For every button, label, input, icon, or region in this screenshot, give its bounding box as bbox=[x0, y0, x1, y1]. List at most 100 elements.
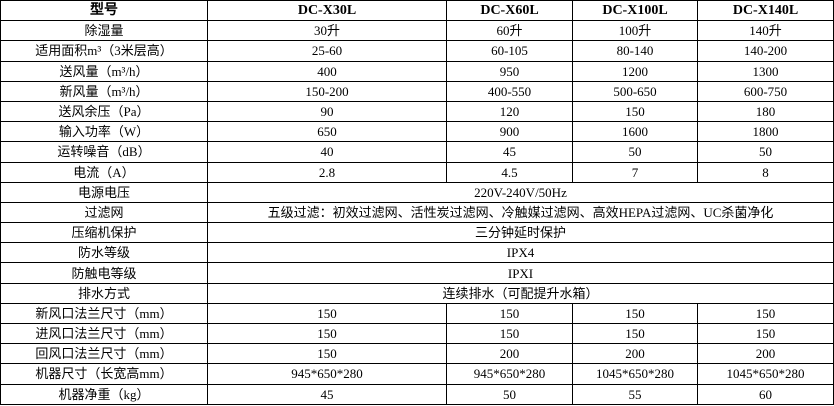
table-row: 排水方式 连续排水（可配提升水箱） bbox=[0, 282, 834, 304]
row-label: 防水等级 bbox=[0, 242, 208, 264]
cell: 50 bbox=[572, 141, 698, 163]
cell: 200 bbox=[446, 343, 573, 365]
cell: 150 bbox=[572, 322, 698, 345]
cell: 连续排水（可配提升水箱） bbox=[207, 282, 834, 304]
row-label: 电流（A） bbox=[0, 161, 208, 183]
table-row: 新风口法兰尺寸（mm） 150 150 150 150 bbox=[0, 302, 834, 325]
table-row: 防触电等级 IPXI bbox=[0, 262, 834, 284]
cell: 140-200 bbox=[697, 40, 834, 62]
cell: 150 bbox=[572, 302, 698, 325]
cell: 150 bbox=[207, 302, 447, 325]
cell: 8 bbox=[697, 161, 834, 183]
cell: DC-X100L bbox=[572, 0, 698, 22]
row-label: 输入功率（W） bbox=[0, 121, 208, 143]
cell: 400 bbox=[207, 60, 447, 82]
cell: DC-X30L bbox=[207, 0, 447, 22]
table-row: 过滤网 五级过滤：初效过滤网、活性炭过滤网、冷触媒过滤网、高效HEPA过滤网、UC… bbox=[0, 201, 834, 224]
row-label: 新风量（m³/h） bbox=[0, 80, 208, 102]
cell: IPX4 bbox=[207, 242, 834, 264]
table-row: 送风余压（Pa） 90 120 150 180 bbox=[0, 100, 834, 123]
row-label: 防触电等级 bbox=[0, 262, 208, 284]
cell: 400-550 bbox=[446, 80, 573, 102]
table-row: 运转噪音（dB） 40 45 50 50 bbox=[0, 141, 834, 163]
cell: 180 bbox=[697, 100, 834, 123]
table-row: 电流（A） 2.8 4.5 7 8 bbox=[0, 161, 834, 183]
cell: 1800 bbox=[697, 121, 834, 143]
table-row: 回风口法兰尺寸（mm） 150 200 200 200 bbox=[0, 343, 834, 365]
table-row: 新风量（m³/h） 150-200 400-550 500-650 600-750 bbox=[0, 80, 834, 102]
table-row: 除湿量 30升 60升 100升 140升 bbox=[0, 20, 834, 42]
cell: 150 bbox=[446, 302, 573, 325]
row-label: 电源电压 bbox=[0, 181, 208, 203]
cell: 900 bbox=[446, 121, 573, 143]
row-label: 回风口法兰尺寸（mm） bbox=[0, 343, 208, 365]
row-label: 排水方式 bbox=[0, 282, 208, 304]
table-row: 防水等级 IPX4 bbox=[0, 242, 834, 264]
cell: 2.8 bbox=[207, 161, 447, 183]
cell: 1300 bbox=[697, 60, 834, 82]
table-row: 机器净重（kg） 45 50 55 60 bbox=[0, 383, 834, 406]
cell: 945*650*280 bbox=[446, 363, 573, 385]
cell: 三分钟延时保护 bbox=[207, 222, 834, 244]
cell: 30升 bbox=[207, 20, 447, 42]
cell: 150 bbox=[572, 100, 698, 123]
cell: 500-650 bbox=[572, 80, 698, 102]
cell: 100升 bbox=[572, 20, 698, 42]
cell: 90 bbox=[207, 100, 447, 123]
cell: 45 bbox=[446, 141, 573, 163]
row-label: 压缩机保护 bbox=[0, 222, 208, 244]
cell: 150-200 bbox=[207, 80, 447, 102]
cell: 150 bbox=[207, 343, 447, 365]
cell: 60-105 bbox=[446, 40, 573, 62]
cell: 60 bbox=[697, 383, 834, 406]
cell: 五级过滤：初效过滤网、活性炭过滤网、冷触媒过滤网、高效HEPA过滤网、UC杀菌净… bbox=[207, 201, 834, 224]
cell: 150 bbox=[697, 302, 834, 325]
row-label: 进风口法兰尺寸（mm） bbox=[0, 322, 208, 345]
cell: 945*650*280 bbox=[207, 363, 447, 385]
cell: 650 bbox=[207, 121, 447, 143]
row-label: 机器净重（kg） bbox=[0, 383, 208, 406]
cell: 50 bbox=[697, 141, 834, 163]
row-label: 除湿量 bbox=[0, 20, 208, 42]
row-label: 机器尺寸（长宽高mm） bbox=[0, 363, 208, 385]
cell: 200 bbox=[572, 343, 698, 365]
cell: 40 bbox=[207, 141, 447, 163]
cell: 120 bbox=[446, 100, 573, 123]
cell: 55 bbox=[572, 383, 698, 406]
row-label: 送风余压（Pa） bbox=[0, 100, 208, 123]
table-row: 机器尺寸（长宽高mm） 945*650*280 945*650*280 1045*65… bbox=[0, 363, 834, 385]
cell: 950 bbox=[446, 60, 573, 82]
table-row: 送风量（m³/h） 400 950 1200 1300 bbox=[0, 60, 834, 82]
cell: 200 bbox=[697, 343, 834, 365]
cell: 220V-240V/50Hz bbox=[207, 181, 834, 203]
cell: DC-X140L bbox=[697, 0, 834, 22]
cell: 7 bbox=[572, 161, 698, 183]
header-row: 型号 DC-X30L DC-X60L DC-X100L DC-X140L bbox=[0, 0, 834, 22]
row-label: 型号 bbox=[0, 0, 208, 22]
cell: 600-750 bbox=[697, 80, 834, 102]
cell: 25-60 bbox=[207, 40, 447, 62]
row-label: 新风口法兰尺寸（mm） bbox=[0, 302, 208, 325]
table-row: 输入功率（W） 650 900 1600 1800 bbox=[0, 121, 834, 143]
cell: IPXI bbox=[207, 262, 834, 284]
row-label: 运转噪音（dB） bbox=[0, 141, 208, 163]
cell: 150 bbox=[446, 322, 573, 345]
cell: 140升 bbox=[697, 20, 834, 42]
table-row: 适用面积m³（3米层高） 25-60 60-105 80-140 140-200 bbox=[0, 40, 834, 62]
cell: 45 bbox=[207, 383, 447, 406]
cell: 50 bbox=[446, 383, 573, 406]
cell: 1045*650*280 bbox=[697, 363, 834, 385]
table-row: 电源电压 220V-240V/50Hz bbox=[0, 181, 834, 203]
row-label: 送风量（m³/h） bbox=[0, 60, 208, 82]
row-label: 适用面积m³（3米层高） bbox=[0, 40, 208, 62]
table-row: 压缩机保护 三分钟延时保护 bbox=[0, 222, 834, 244]
cell: DC-X60L bbox=[446, 0, 573, 22]
cell: 150 bbox=[697, 322, 834, 345]
table-row: 进风口法兰尺寸（mm） 150 150 150 150 bbox=[0, 322, 834, 345]
cell: 1600 bbox=[572, 121, 698, 143]
cell: 150 bbox=[207, 322, 447, 345]
